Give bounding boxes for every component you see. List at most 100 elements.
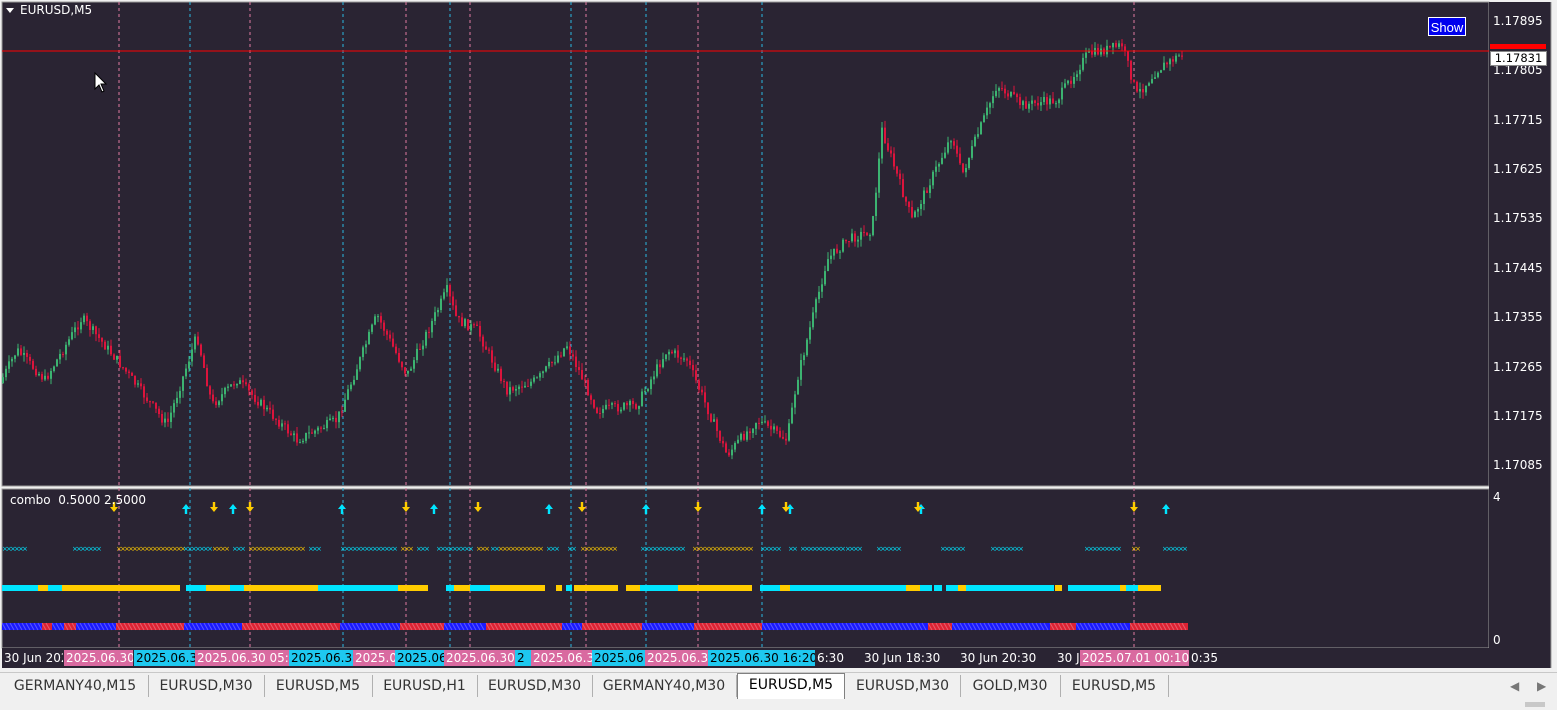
band-hatch [709,622,715,631]
candle-body [167,418,169,422]
tab[interactable]: EURUSD,M30 [477,675,593,697]
band-segment [958,585,966,591]
band-hatch [975,622,981,631]
candle-body [161,413,163,423]
band-hatch [947,622,953,631]
candle-body [908,201,910,208]
chart-canvas[interactable]: ×××××× ××××××× ×××××××××××××××××××××××× ×××… [0,0,1557,672]
band-segment [626,585,640,591]
signal-marker: × [292,545,298,553]
candle-body [347,389,349,400]
signal-marker: × [1092,545,1098,553]
tab[interactable]: EURUSD,M30 [148,675,265,697]
candle-body [980,122,982,135]
candle-body [566,346,568,349]
signal-marker: × [571,545,577,553]
band-hatch [75,622,81,631]
price-axis [1489,2,1551,648]
candle-body [386,330,388,335]
signal-marker: × [195,545,201,553]
show-button[interactable]: Show [1428,17,1466,36]
signal-marker-row: ×××××× ××××××× ×××××××××××××××××××××××× ×××… [2,545,1188,553]
candle-body [197,336,199,345]
signal-marker: × [892,545,898,553]
band-hatch [1165,622,1171,631]
band-hatch [1023,622,1029,631]
band-hatch [805,622,811,631]
signal-marker: × [264,545,270,553]
candle-body [725,443,727,453]
candle-body [17,348,19,356]
band-hatch [1123,622,1129,631]
signal-marker: × [132,545,138,553]
candle-body [122,367,124,369]
time-label: 2025.06.30 [64,650,133,666]
candle-body [614,403,616,405]
candle-body [947,142,949,153]
signal-marker: × [1088,545,1094,553]
tab[interactable]: EURUSD,H1 [372,675,478,697]
band-hatch [179,622,185,631]
band-hatch [845,622,851,631]
band-hatch [1043,622,1049,631]
signal-marker: × [840,545,846,553]
candle-body [368,331,370,345]
signal-marker: × [664,545,670,553]
time-label: 2025.07.01 00:10 [1080,650,1189,666]
candle-body [326,420,328,429]
band-segment [398,585,428,591]
band-hatch [833,622,839,631]
candle-body [62,353,64,355]
candle-body [839,251,841,253]
candle-body [1088,50,1090,53]
tab-active[interactable]: EURUSD,M5 [737,673,845,699]
band-hatch [375,622,381,631]
signal-marker: × [468,545,474,553]
signal-marker: × [672,545,678,553]
signal-marker: × [140,545,146,553]
band-segment [906,585,920,591]
tab[interactable]: EURUSD,M30 [845,675,961,697]
signal-marker: × [248,545,254,553]
chart-symbol-title[interactable]: EURUSD,M5 [6,3,92,17]
candle-body [1028,103,1030,109]
chevron-left-icon[interactable]: ◀ [1510,679,1520,693]
candle-body [899,173,901,180]
band-hatch [87,622,93,631]
arrow-down-icon [402,502,410,512]
chart-window[interactable]: × × × × × × × × × × × × × × × × × × × × × × × × × × × × × × × × × × × × × × × ×… [0,0,1557,672]
tab[interactable]: GERMANY40,M30 [592,675,737,697]
tab[interactable]: EURUSD,M5 [1060,675,1169,697]
scrollbar-thumb[interactable] [1525,702,1545,707]
band-hatch [813,622,819,631]
candle-body [158,408,160,414]
triangle-down-icon[interactable] [6,7,14,13]
tab[interactable]: GOLD,M30 [960,675,1061,697]
signal-marker: × [720,545,726,553]
band-segment [1068,585,1120,591]
signal-marker: × [1182,545,1188,553]
signal-marker: × [368,545,374,553]
tab[interactable]: EURUSD,M5 [264,675,373,697]
band-hatch [641,622,647,631]
candle-body [1163,62,1165,71]
signal-marker: × [608,545,614,553]
candle-body [446,285,448,293]
candle-body [995,90,997,97]
chevron-right-icon[interactable]: ▶ [1537,679,1547,693]
band-hatch [203,622,209,631]
band-segment [762,623,928,630]
band-hatch [717,622,723,631]
signal-marker: × [18,545,24,553]
candle-body [359,357,361,370]
horizontal-scrollbar[interactable] [0,700,1557,709]
arrow-down-icon [474,502,482,512]
candle-body [668,351,670,355]
candle-body [665,354,667,360]
candle-body [848,241,850,243]
candle-body [767,421,769,426]
band-segment [242,623,340,630]
price-panel[interactable] [1,1,1490,487]
candle-body [728,452,730,456]
tab[interactable]: GERMANY40,M15 [2,675,149,697]
